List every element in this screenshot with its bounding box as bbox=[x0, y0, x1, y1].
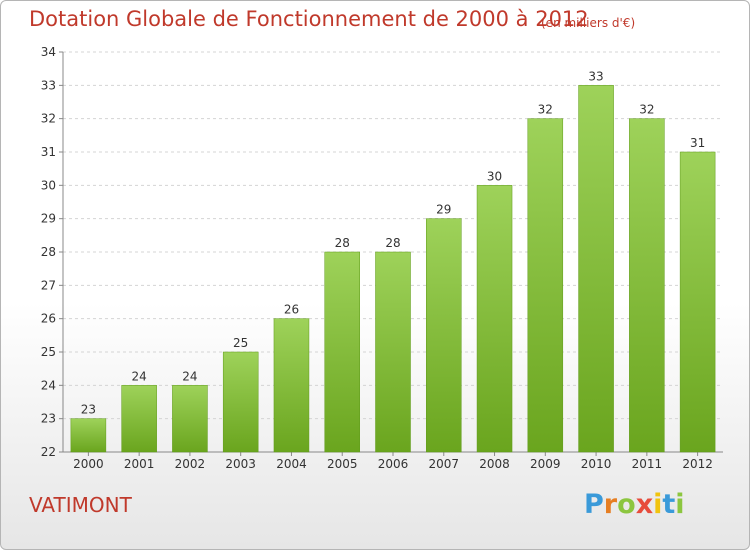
data-label: 33 bbox=[588, 69, 603, 83]
data-label: 24 bbox=[132, 369, 147, 383]
y-tick-label: 28 bbox=[41, 245, 56, 259]
x-tick-label: 2000 bbox=[73, 457, 104, 471]
x-tick-label: 2001 bbox=[124, 457, 155, 471]
logo-letter: P bbox=[584, 489, 604, 520]
chart-title: Dotation Globale de Fonctionnement de 20… bbox=[29, 7, 589, 31]
y-tick-labels: 22 23 24 25 26 27 28 29 30 31 32 33 34 bbox=[41, 45, 56, 459]
y-tick-label: 32 bbox=[41, 112, 56, 126]
x-tick-label: 2007 bbox=[428, 457, 459, 471]
unit-note: (en milliers d'€) bbox=[541, 16, 636, 30]
x-tick-label: 2009 bbox=[530, 457, 561, 471]
bar bbox=[121, 385, 157, 453]
bars bbox=[70, 85, 716, 453]
y-tick-label: 26 bbox=[41, 312, 56, 326]
x-tick-label: 2003 bbox=[225, 457, 256, 471]
x-tick-label: 2012 bbox=[682, 457, 713, 471]
x-tick-label: 2008 bbox=[479, 457, 510, 471]
bar bbox=[679, 151, 716, 453]
bar bbox=[375, 251, 411, 453]
data-label: 30 bbox=[487, 169, 502, 183]
y-tick-label: 24 bbox=[41, 378, 56, 392]
logo-letter: o bbox=[617, 489, 636, 520]
y-tick-label: 23 bbox=[41, 412, 56, 426]
y-tick-label: 34 bbox=[41, 45, 56, 59]
data-label: 24 bbox=[182, 369, 197, 383]
x-tick-label: 2005 bbox=[327, 457, 358, 471]
bar bbox=[629, 118, 665, 453]
bar bbox=[476, 185, 513, 453]
x-tick-label: 2011 bbox=[632, 457, 663, 471]
data-label: 31 bbox=[690, 136, 705, 150]
y-tick-label: 27 bbox=[41, 278, 56, 292]
data-label: 26 bbox=[284, 303, 299, 317]
bar bbox=[426, 218, 462, 453]
bar bbox=[273, 318, 310, 453]
x-tick-label: 2002 bbox=[175, 457, 206, 471]
bar bbox=[578, 85, 614, 453]
proxiti-logo: Proxiti bbox=[584, 489, 685, 520]
data-label: 28 bbox=[335, 236, 350, 250]
y-tick-label: 30 bbox=[41, 178, 56, 192]
data-labels: 23 24 24 25 26 28 28 29 30 32 33 32 31 bbox=[81, 69, 706, 416]
y-tick-label: 22 bbox=[41, 445, 56, 459]
data-label: 29 bbox=[436, 203, 451, 217]
x-tick-labels: 2000 2001 2002 2003 2004 2005 2006 2007 2008 2009… bbox=[73, 457, 713, 471]
y-tick-label: 31 bbox=[41, 145, 56, 159]
logo-letter: r bbox=[603, 489, 618, 520]
logo-letter: t bbox=[662, 489, 676, 520]
bar bbox=[222, 351, 259, 453]
bar bbox=[172, 385, 208, 453]
y-tick-label: 29 bbox=[41, 212, 56, 226]
data-label: 32 bbox=[639, 103, 654, 117]
data-label: 23 bbox=[81, 403, 96, 417]
logo-letter: x bbox=[635, 489, 654, 520]
bar bbox=[527, 118, 564, 453]
logo-letter: i bbox=[653, 489, 663, 520]
y-tick-label: 25 bbox=[41, 345, 56, 359]
x-tick-label: 2006 bbox=[378, 457, 409, 471]
x-tick-label: 2004 bbox=[276, 457, 307, 471]
data-label: 28 bbox=[385, 236, 400, 250]
bar bbox=[70, 418, 107, 453]
commune-name: VATIMONT bbox=[29, 493, 132, 517]
data-label: 25 bbox=[233, 336, 248, 350]
x-tick-label: 2010 bbox=[581, 457, 612, 471]
logo-letter: i bbox=[675, 489, 685, 520]
y-tick-label: 33 bbox=[41, 78, 56, 92]
bar bbox=[324, 251, 360, 453]
data-label: 32 bbox=[538, 103, 553, 117]
